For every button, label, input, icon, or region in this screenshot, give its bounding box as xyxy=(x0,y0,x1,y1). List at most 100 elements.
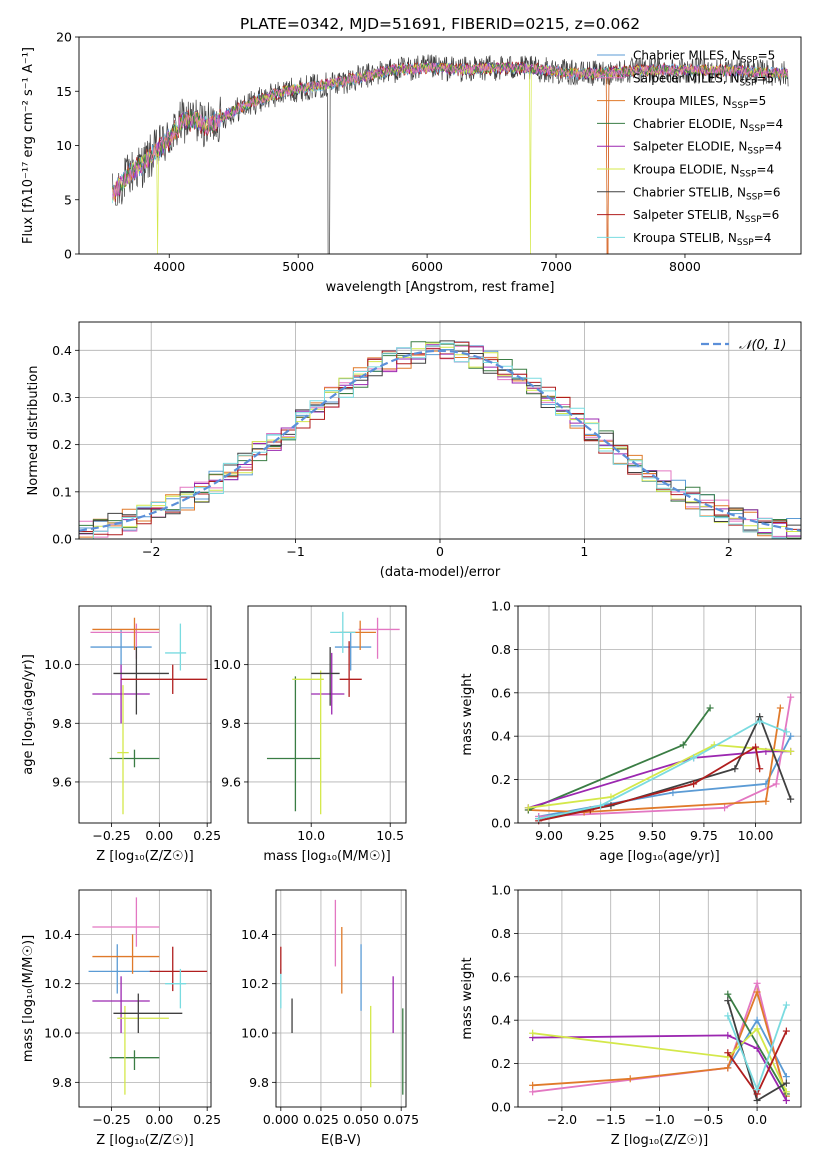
legend-name: Kroupa ELODIE, N xyxy=(633,163,740,177)
y-tick-label: 9.6 xyxy=(52,774,72,789)
normal-curve xyxy=(78,349,802,532)
x-tick-label: 0.025 xyxy=(303,1112,339,1127)
y-axis-label: Flux [fλ10⁻¹⁷ erg cm⁻² s⁻¹ A⁻¹] xyxy=(21,47,36,244)
legend-name: Salpeter STELIB, N xyxy=(633,208,745,222)
y-tick-label: 0.0 xyxy=(491,1100,511,1115)
x-tick-label: 7000 xyxy=(540,259,572,274)
x-axis-label: Z [log₁₀(Z/Z☉)] xyxy=(611,1133,708,1148)
legend-label: 𝒩(0, 1) xyxy=(739,338,786,353)
y-tick-label: 15 xyxy=(56,84,72,99)
y-tick-label: 0.0 xyxy=(491,816,511,831)
weight-series-line xyxy=(538,696,792,818)
legend-value: =4 xyxy=(765,117,783,131)
plot-frame xyxy=(247,605,407,824)
weight-series-line xyxy=(532,1027,788,1093)
y-tick-label: 0.3 xyxy=(52,390,72,405)
legend-label: Chabrier ELODIE, NSSP=4 xyxy=(633,117,783,134)
x-tick-label: −2.0 xyxy=(547,1112,577,1127)
y-tick-label: 0.8 xyxy=(491,926,511,941)
x-tick-label: −0.5 xyxy=(693,1112,723,1127)
y-tick-label: 0.4 xyxy=(491,729,511,744)
spectrum-series-line xyxy=(112,62,788,254)
x-axis-label: E(B-V) xyxy=(321,1133,361,1148)
age-vs-mass-panel: 10.0 10.5 9.6 9.8 10.0 mass [log₁₀(M/M☉)] xyxy=(213,605,407,864)
x-tick-label: 0.000 xyxy=(263,1112,299,1127)
y-tick-label: 10.4 xyxy=(241,927,269,942)
y-tick-label: 5 xyxy=(64,192,72,207)
x-tick-label: 8000 xyxy=(669,259,701,274)
weight-series-line xyxy=(528,750,791,809)
mass-vs-extinction-panel: 0.000 0.025 0.050 0.075 9.8 10.0 10.2 10.4 E(B-V… xyxy=(241,889,419,1148)
legend-value: =5 xyxy=(756,71,774,85)
legend-name: Salpeter MILES, N xyxy=(633,71,740,85)
plot-frame xyxy=(78,605,212,824)
x-axis-label: Z [log₁₀(Z/Z☉)] xyxy=(96,849,193,864)
x-tick-label: 6000 xyxy=(411,259,443,274)
mass-vs-metallicity-panel: −0.25 0.00 0.25 9.8 10.0 10.2 10.4 Z [log₁₀(Z/Z… xyxy=(21,889,221,1148)
x-tick-label: 0 xyxy=(436,544,444,559)
age-vs-metallicity-panel: −0.25 0.00 0.25 9.6 9.8 10.0 Z [log₁₀(Z/Z☉)] ag… xyxy=(21,605,221,864)
y-axis-label: mass weight xyxy=(460,673,475,755)
y-tick-label: 9.8 xyxy=(221,716,241,731)
x-tick-label: 0.00 xyxy=(145,1112,173,1127)
legend-name: Chabrier MILES, N xyxy=(633,49,741,63)
y-tick-label: 10.0 xyxy=(44,1026,72,1041)
legend-sub: SSP xyxy=(740,170,757,180)
x-tick-label: 9.50 xyxy=(638,828,666,843)
weight-series-line xyxy=(538,735,792,818)
y-tick-label: 0.0 xyxy=(52,532,72,547)
y-tick-label: 0.6 xyxy=(491,969,511,984)
x-axis-label: Z [log₁₀(Z/Z☉)] xyxy=(96,1133,193,1148)
legend-name: Salpeter ELODIE, N xyxy=(633,140,747,154)
x-tick-label: −0.25 xyxy=(92,828,130,843)
y-tick-label: 0.2 xyxy=(52,437,72,452)
y-axis-label: mass [log₁₀(M/M☉)] xyxy=(21,935,36,1062)
plot-frame xyxy=(275,889,407,1108)
spectrum-series-line xyxy=(112,62,788,196)
legend-label: Chabrier MILES, NSSP=5 xyxy=(633,49,775,66)
y-tick-label: 9.8 xyxy=(52,1075,72,1090)
figure-title: PLATE=0342, MJD=51691, FIBERID=0215, z=0… xyxy=(240,15,640,33)
x-tick-label: −1.5 xyxy=(596,1112,626,1127)
x-tick-label: −0.25 xyxy=(92,1112,130,1127)
y-tick-label: 0.2 xyxy=(491,772,511,787)
x-tick-label: 5000 xyxy=(282,259,314,274)
plot-frame xyxy=(78,889,212,1108)
y-axis-label: mass weight xyxy=(460,957,475,1039)
legend-value: =5 xyxy=(749,94,767,108)
y-tick-label: 0.4 xyxy=(491,1013,511,1028)
plot-frame xyxy=(517,605,802,824)
y-tick-label: 0.4 xyxy=(52,343,72,358)
x-tick-label: 9.25 xyxy=(587,828,615,843)
y-axis-label: age [log₁₀(age/yr)] xyxy=(21,654,36,775)
legend-label: Chabrier STELIB, NSSP=6 xyxy=(633,185,781,202)
x-tick-label: 0.0 xyxy=(747,1112,767,1127)
legend-name: Chabrier STELIB, N xyxy=(633,185,746,199)
x-axis-label: (data-model)/error xyxy=(380,565,501,580)
weight-series-line xyxy=(527,707,711,811)
plot-frame xyxy=(517,889,802,1108)
legend-sub: SSP xyxy=(745,215,762,225)
y-tick-label: 0.8 xyxy=(491,642,511,657)
weight-series-line xyxy=(538,714,792,820)
legend-label: Salpeter MILES, NSSP=5 xyxy=(633,71,774,88)
spectrum-series-line xyxy=(112,61,788,254)
legend-sub: SSP xyxy=(746,192,763,202)
legend-label: Salpeter STELIB, NSSP=6 xyxy=(633,208,779,225)
x-tick-label: 9.75 xyxy=(690,828,718,843)
y-axis-label: Normed distribution xyxy=(26,366,41,496)
weight-vs-age-panel: 9.00 9.25 9.50 9.75 10.00 0.0 0.2 0.4 0.6 0.8 1.0 a… xyxy=(460,599,802,864)
y-tick-label: 9.8 xyxy=(249,1075,269,1090)
legend-value: =6 xyxy=(762,208,780,222)
x-axis-label: mass [log₁₀(M/M☉)] xyxy=(263,849,390,864)
y-tick-label: 10.4 xyxy=(44,927,72,942)
spectrum-series-line xyxy=(112,62,788,200)
y-tick-label: 10 xyxy=(56,138,72,153)
plot-frame xyxy=(78,321,802,540)
x-tick-label: 10.0 xyxy=(297,828,325,843)
x-tick-label: 4000 xyxy=(153,259,185,274)
legend-name: Chabrier ELODIE, N xyxy=(633,117,749,131)
x-tick-label: 0.25 xyxy=(193,828,221,843)
